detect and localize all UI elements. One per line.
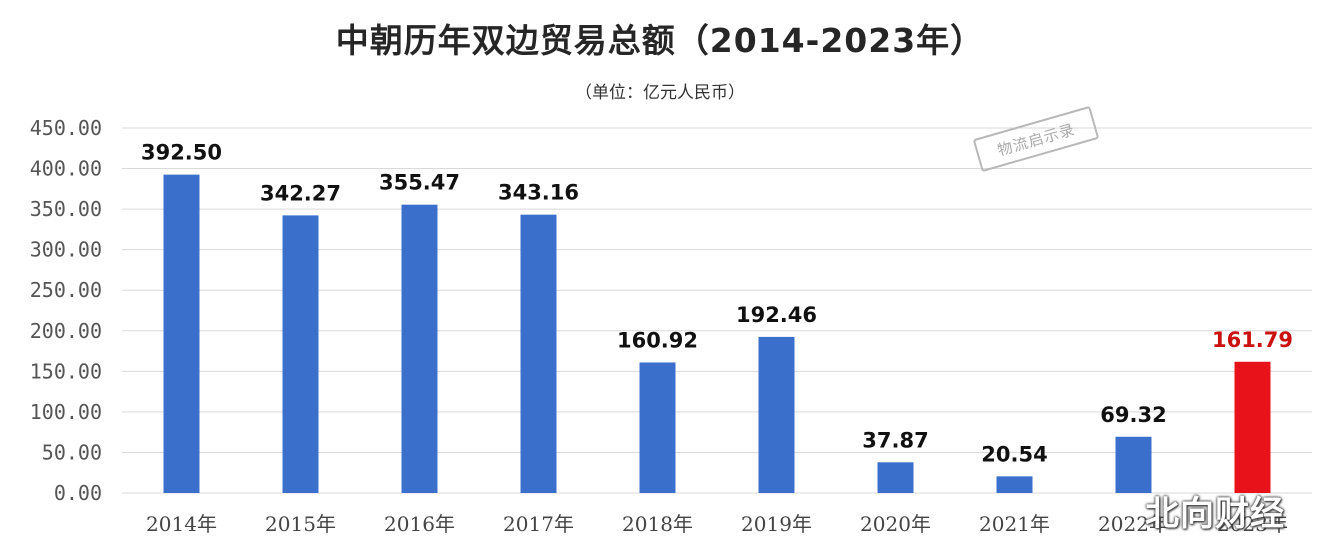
data-label: 192.46 <box>736 303 817 327</box>
x-tick-label: 2021年 <box>979 512 1050 536</box>
data-labels: 392.50 342.27 355.47 343.16 160.92 192.46 37.8… <box>141 141 1293 467</box>
data-label: 20.54 <box>981 442 1047 466</box>
data-label: 343.16 <box>498 181 579 205</box>
y-axis: 0.00 50.00 100.00 150.00 200.00 250.00 300.00 3… <box>30 116 102 505</box>
x-tick-label: 2015年 <box>265 512 336 536</box>
x-tick-label: 2018年 <box>622 512 693 536</box>
data-label: 37.87 <box>862 428 928 452</box>
y-tick-label: 150.00 <box>30 359 102 383</box>
bar <box>639 362 676 493</box>
bar <box>520 214 557 493</box>
bar <box>282 215 319 494</box>
x-tick-label: 2014年 <box>146 512 217 536</box>
data-label: 392.50 <box>141 141 222 165</box>
data-label: 160.92 <box>617 328 698 352</box>
bar <box>1115 436 1152 493</box>
y-tick-label: 350.00 <box>30 197 102 221</box>
x-tick-label: 2019年 <box>741 512 812 536</box>
bar <box>996 476 1033 493</box>
data-label: 342.27 <box>260 181 341 205</box>
y-tick-label: 250.00 <box>30 278 102 302</box>
data-label: 355.47 <box>379 171 460 195</box>
x-tick-label: 2020年 <box>860 512 931 536</box>
data-label: 69.32 <box>1100 403 1166 427</box>
bar <box>401 204 438 494</box>
bar <box>1234 361 1271 493</box>
watermark: 北向财经 <box>1145 494 1285 534</box>
x-tick-label: 2022年 <box>1098 512 1169 536</box>
x-tick-label: 2017年 <box>503 512 574 536</box>
bars <box>163 174 1271 494</box>
x-tick-label: 2023年 <box>1217 512 1288 536</box>
gridlines <box>122 127 1312 494</box>
y-tick-label: 450.00 <box>30 116 102 140</box>
bar <box>758 336 795 493</box>
y-tick-label: 50.00 <box>42 440 102 464</box>
y-tick-label: 100.00 <box>30 400 102 424</box>
y-tick-label: 300.00 <box>30 238 102 262</box>
y-tick-label: 400.00 <box>30 157 102 181</box>
bar <box>163 174 200 493</box>
x-tick-label: 2016年 <box>384 512 455 536</box>
data-label: 161.79 <box>1212 328 1293 352</box>
y-tick-label: 200.00 <box>30 319 102 343</box>
chart-title: 中朝历年双边贸易总额（2014-2023年） <box>335 21 985 60</box>
chart-subtitle: （单位：亿元人民币） <box>575 83 745 103</box>
y-tick-label: 0.00 <box>54 481 102 505</box>
x-axis: 2014年 2015年 2016年 2017年 2018年 2019年 2020年 2021年… <box>146 512 1288 536</box>
bar <box>877 462 914 493</box>
